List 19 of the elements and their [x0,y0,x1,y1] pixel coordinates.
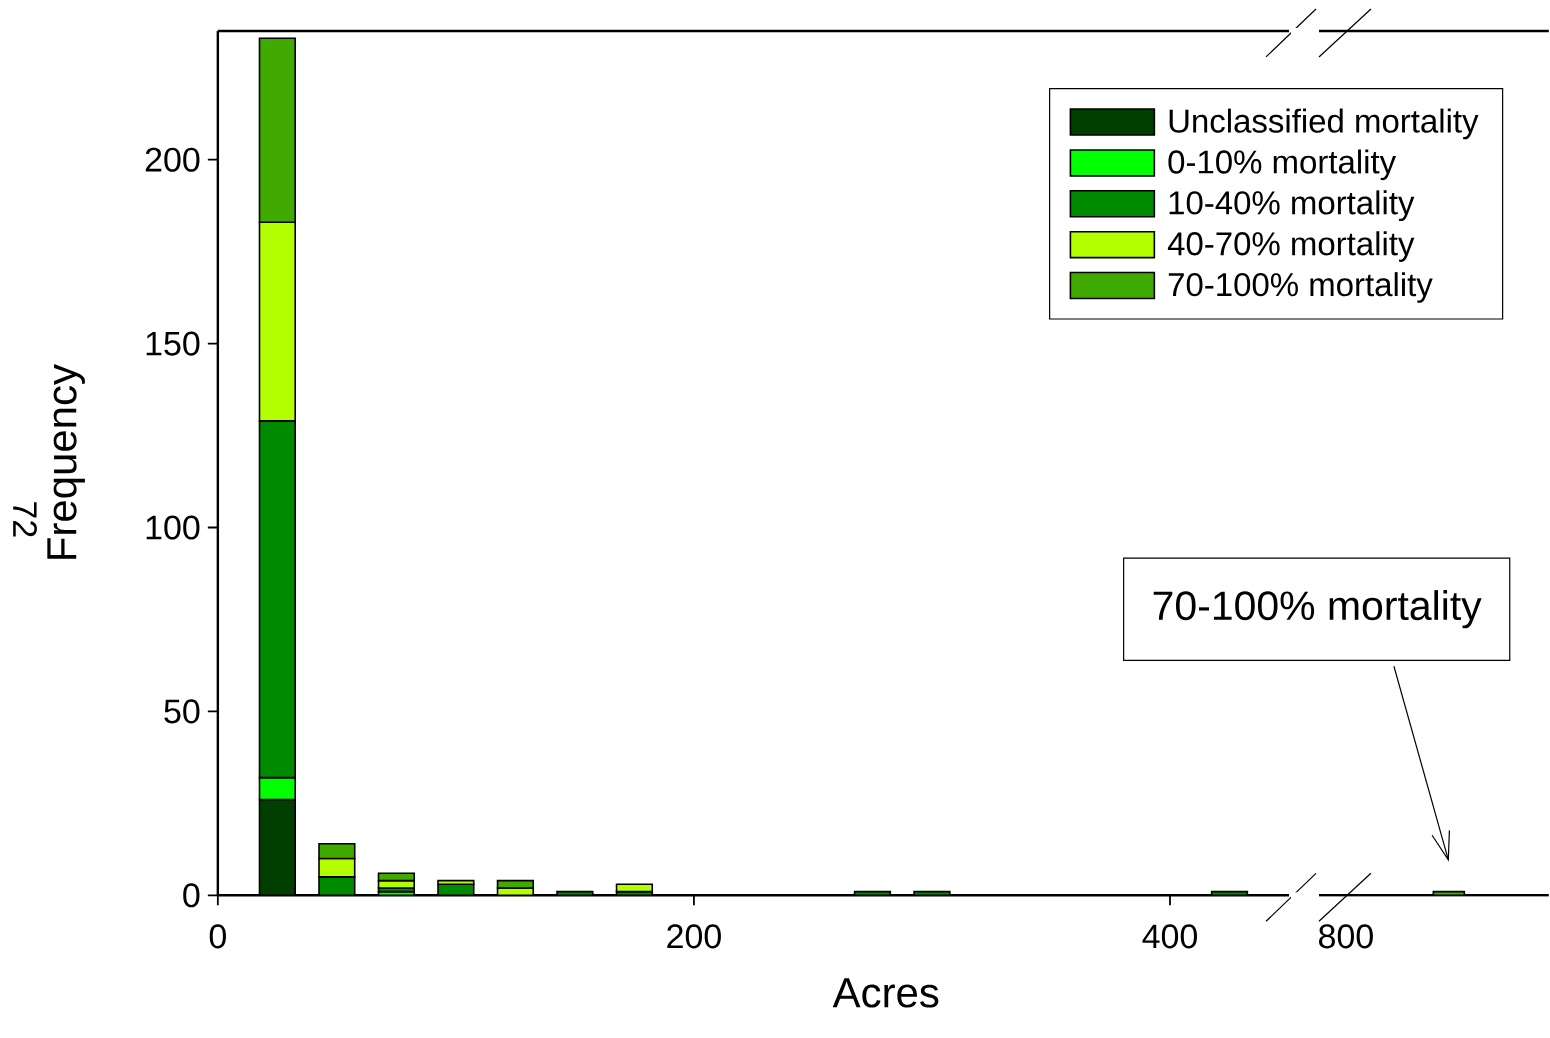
bar [615,883,654,893]
x-tick-label: 0 [209,924,226,949]
legend-label: 0-10% mortality [1168,149,1397,181]
x-tick-label: 200 [667,924,721,949]
text: 800 [1319,924,1373,949]
annotation: 70-100% mortality [1153,590,1482,629]
legend-label: Unclassified mortality [1169,108,1479,140]
text: 72 [13,502,37,537]
x-axis-title: Acres [832,978,939,1008]
y-tick-label: 200 [145,147,200,172]
y-tick-label: 150 [146,331,200,356]
y-tick-label: 100 [146,515,200,540]
legend-label: 70-100% mortality [1168,272,1433,303]
y-tick-label: 0 [183,883,200,908]
legend-label: 10-40% mortality [1169,190,1415,221]
x-tick-label: 400 [1142,924,1197,949]
legend-label: 40-70% mortality [1167,231,1415,262]
y-axis-title: Frequency [47,364,85,559]
y-tick-label: 50 [164,699,200,724]
